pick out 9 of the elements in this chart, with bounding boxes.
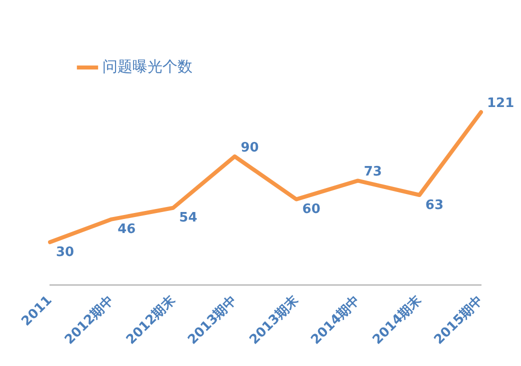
data-label: 73 [364, 164, 382, 180]
legend-label: 问题曝光个数 [102, 57, 192, 76]
data-label: 63 [425, 198, 444, 213]
data-label: 46 [118, 222, 136, 238]
data-label: 121 [487, 96, 514, 112]
data-label: 90 [240, 140, 259, 156]
data-label: 60 [302, 202, 320, 218]
data-label: 30 [56, 245, 74, 260]
data-label: 54 [179, 210, 198, 226]
